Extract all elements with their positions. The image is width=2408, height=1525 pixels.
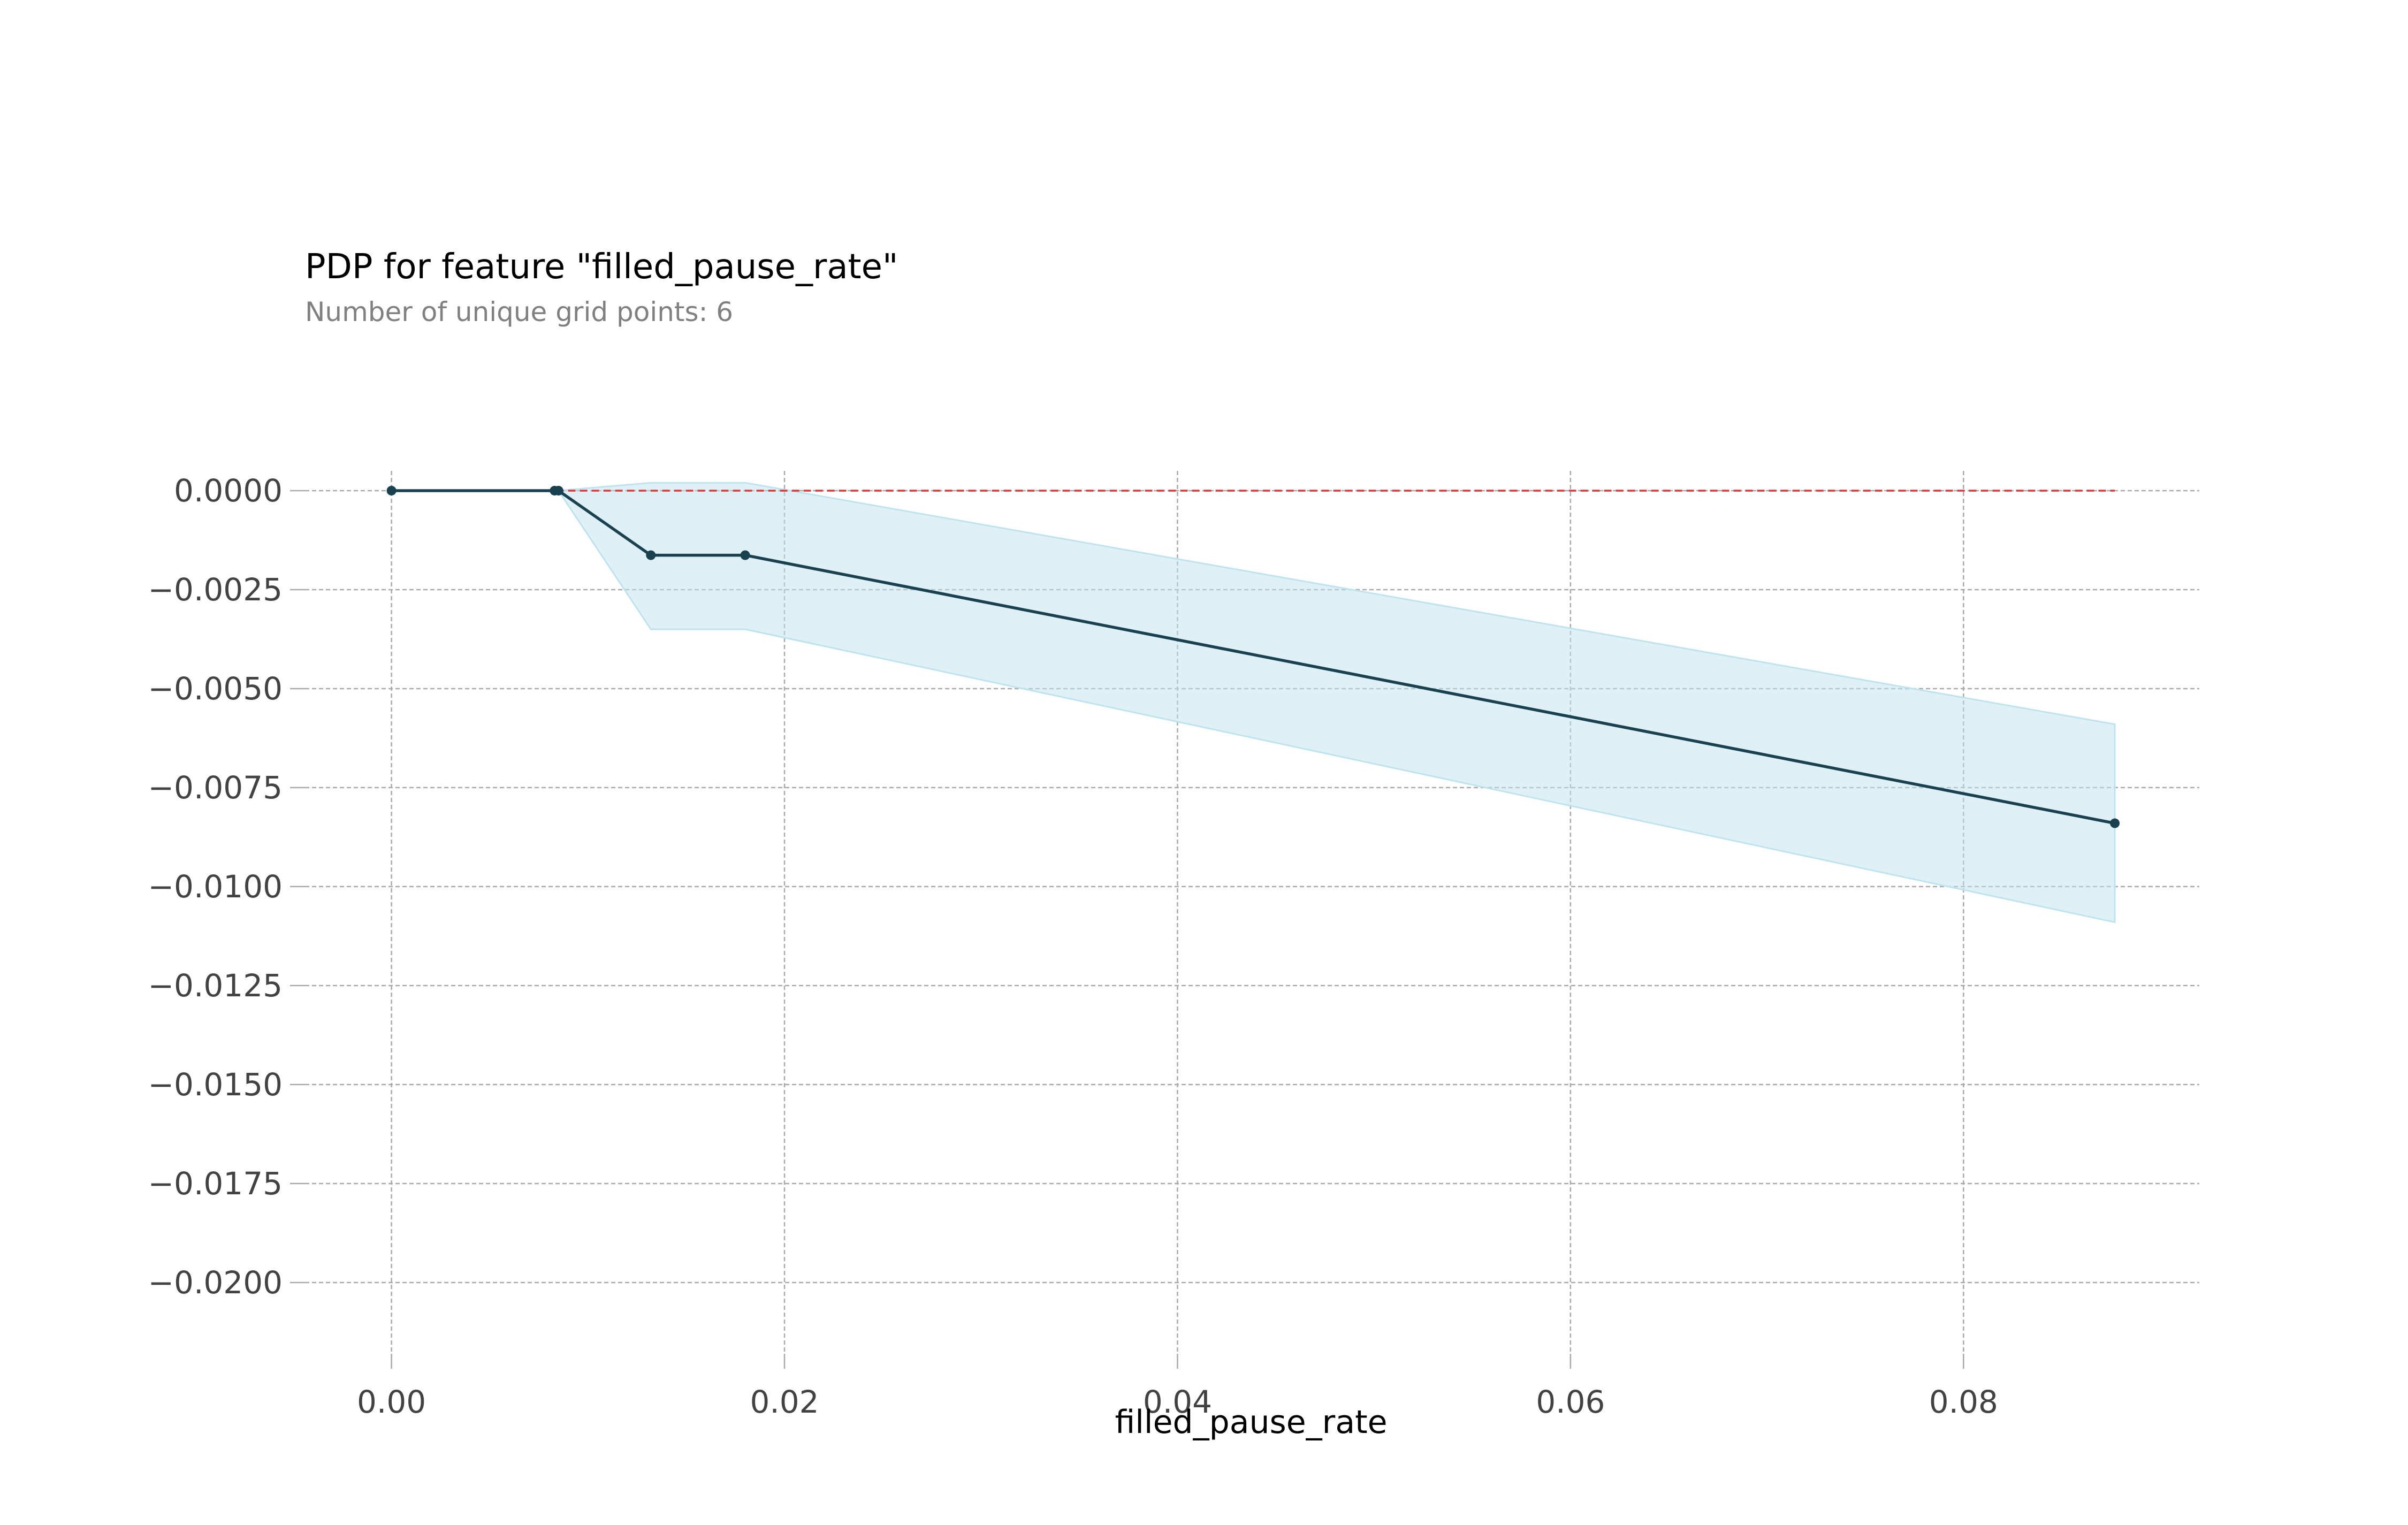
chart-subtitle: Number of unique grid points: 6 (305, 296, 733, 327)
y-tick-label: −0.0100 (148, 868, 283, 905)
pdp-point (740, 550, 750, 560)
x-tick-label: 0.04 (1143, 1384, 1212, 1420)
confidence-band (391, 482, 2116, 924)
pdp-point (386, 485, 397, 495)
tick-labels: 0.0000 −0.0025 −0.0050 −0.0075 −0.0100 −0.012… (148, 472, 1998, 1420)
pdp-point (646, 550, 656, 560)
confidence-band-layer (391, 482, 2116, 924)
y-tick-label: −0.0200 (148, 1264, 283, 1301)
x-tick-label: 0.00 (357, 1384, 426, 1420)
pdp-point (2110, 818, 2120, 828)
y-tick-label: −0.0150 (148, 1066, 283, 1103)
y-tick-label: −0.0075 (148, 769, 283, 806)
pdp-line (391, 489, 2115, 825)
chart-title: PDP for feature "filled_pause_rate" (305, 247, 898, 287)
x-tick-label: 0.02 (750, 1384, 819, 1420)
pdp-line-layer (391, 489, 2115, 825)
x-tick-label: 0.08 (1929, 1384, 1998, 1420)
y-tick-label: −0.0175 (148, 1165, 283, 1202)
x-axis-label: filled_pause_rate (1115, 1404, 1387, 1441)
x-tick-label: 0.06 (1536, 1384, 1605, 1420)
pdp-point (553, 485, 563, 495)
y-tick-label: 0.0000 (174, 472, 283, 509)
y-tick-label: −0.0125 (148, 967, 283, 1004)
y-tick-label: −0.0025 (148, 571, 283, 608)
y-tick-label: −0.0050 (148, 670, 283, 707)
pdp-points-layer (386, 485, 2120, 828)
